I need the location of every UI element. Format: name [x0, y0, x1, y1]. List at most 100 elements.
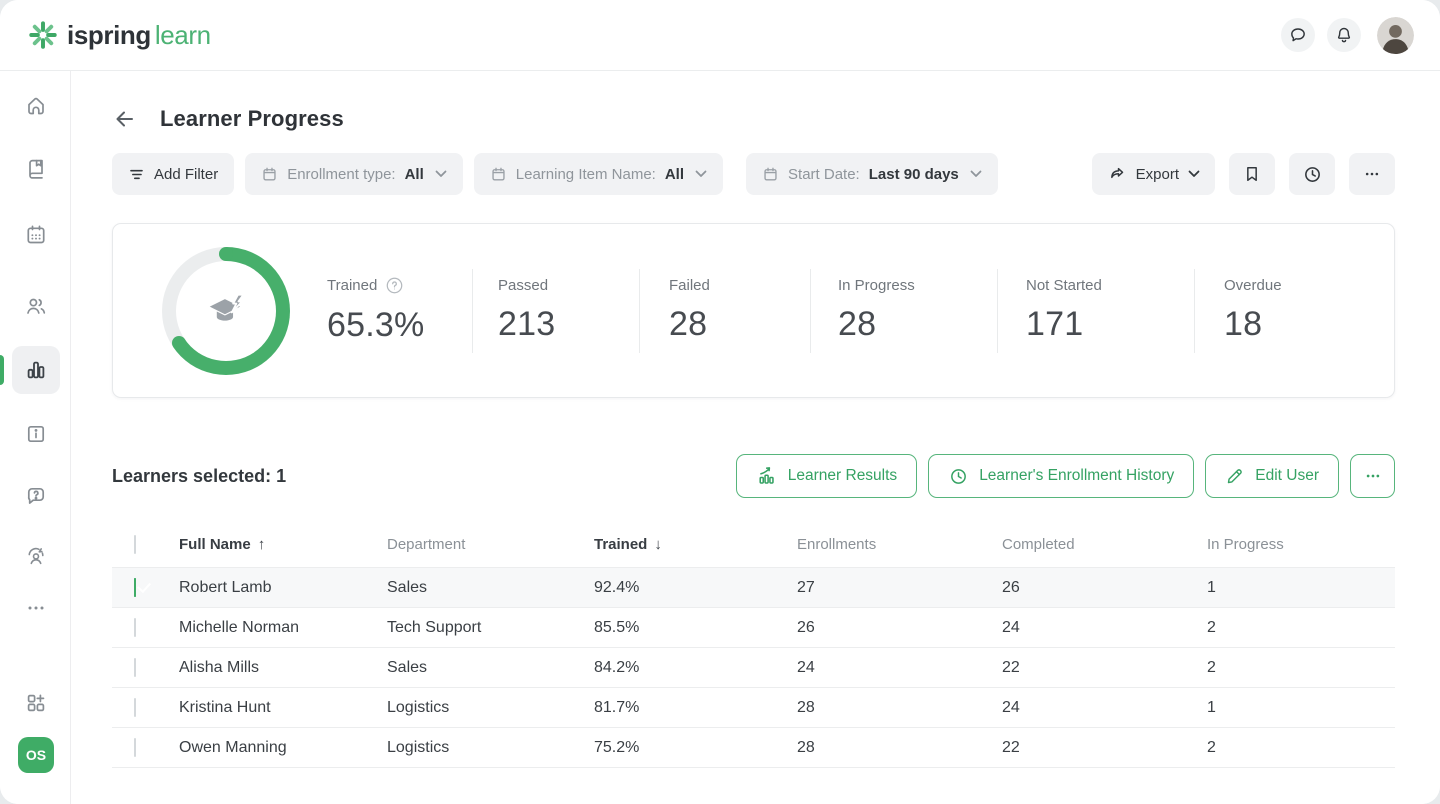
table-row[interactable]: Kristina Hunt Logistics 81.7% 28 24 1: [112, 688, 1395, 728]
user-avatar[interactable]: [1377, 16, 1414, 54]
users-icon: [24, 294, 48, 318]
chevron-down-icon: [695, 170, 707, 178]
bookmark-button[interactable]: [1229, 153, 1275, 195]
selection-more-button[interactable]: [1350, 454, 1395, 498]
column-enrollments[interactable]: Enrollments: [797, 536, 877, 553]
table-body: Robert Lamb Sales 92.4% 27 26 1 Michelle…: [112, 568, 1395, 768]
sidebar-item-support[interactable]: [12, 532, 60, 580]
apps-plus-icon: [24, 691, 48, 715]
more-actions-button[interactable]: [1349, 153, 1395, 195]
add-filter-button[interactable]: Add Filter: [112, 153, 235, 195]
topbar: ispring learn: [0, 0, 1440, 71]
filter-bar: Add Filter Enrollment type: All Learning…: [112, 153, 1395, 195]
sidebar-item-users[interactable]: [12, 282, 60, 330]
cell-department: Logistics: [387, 698, 450, 716]
column-full-name[interactable]: Full Name ↑: [179, 536, 266, 553]
row-checkbox[interactable]: [134, 657, 136, 677]
row-checkbox[interactable]: [134, 697, 136, 717]
home-icon: [24, 94, 48, 118]
table-row[interactable]: Owen Manning Logistics 75.2% 28 22 2: [112, 728, 1395, 768]
cell-department: Sales: [387, 578, 428, 596]
cell-in-progress: 1: [1207, 698, 1216, 716]
bell-icon: [1334, 25, 1354, 45]
sidebar-item-reports[interactable]: [12, 346, 60, 394]
page-title: Learner Progress: [160, 106, 344, 131]
enrollment-history-button[interactable]: Learner's Enrollment History: [928, 454, 1195, 498]
cell-full-name: Owen Manning: [179, 738, 287, 756]
row-checkbox[interactable]: [134, 737, 136, 757]
clock-icon: [948, 466, 969, 487]
export-button[interactable]: Export: [1091, 153, 1215, 195]
results-chart-icon: [756, 465, 778, 487]
sidebar-item-help[interactable]: [12, 472, 60, 520]
row-checkbox[interactable]: [134, 617, 136, 637]
donut-cap-end: [172, 336, 187, 351]
calendar-icon: [24, 223, 48, 247]
cell-full-name: Alisha Mills: [179, 658, 260, 676]
ellipsis-icon: [1364, 467, 1382, 485]
column-in-progress[interactable]: In Progress: [1207, 536, 1284, 553]
cell-trained: 85.5%: [594, 618, 640, 636]
edit-user-button[interactable]: Edit User: [1205, 454, 1339, 498]
cell-enrollments: 28: [797, 738, 815, 756]
stat-trained: Trained 65.3%: [327, 276, 425, 344]
learning-item-filter[interactable]: Learning Item Name: All: [473, 153, 724, 195]
calendar-small-icon: [490, 166, 507, 183]
notifications-button[interactable]: [1327, 18, 1361, 52]
chevron-down-icon: [435, 170, 447, 178]
table-row[interactable]: Michelle Norman Tech Support 85.5% 26 24…: [112, 608, 1395, 648]
bookmark-icon: [1242, 164, 1262, 184]
calendar-small-icon: [762, 166, 779, 183]
sort-desc-icon: ↓: [654, 536, 662, 553]
summary-stats: Trained 65.3% Passed 213 Failed 28: [327, 268, 1366, 353]
learners-selected-label: Learners selected: 1: [112, 465, 287, 486]
column-trained[interactable]: Trained ↓: [594, 536, 662, 553]
cell-full-name: Robert Lamb: [179, 578, 272, 596]
cell-enrollments: 28: [797, 698, 815, 716]
table-header: Full Name ↑ Department Trained ↓ Enrollmen…: [112, 522, 1395, 568]
ispring-logo[interactable]: ispring learn: [28, 20, 211, 51]
cell-department: Sales: [387, 658, 428, 676]
active-nav-indicator: [0, 355, 4, 385]
sidebar-item-calendar[interactable]: [12, 211, 60, 259]
sidebar-item-info-kiosk[interactable]: [12, 410, 60, 458]
start-date-filter[interactable]: Start Date: Last 90 days: [746, 153, 998, 195]
sort-asc-icon: ↑: [257, 536, 266, 553]
table-row[interactable]: Alisha Mills Sales 84.2% 24 22 2: [112, 648, 1395, 688]
cell-full-name: Kristina Hunt: [179, 698, 271, 716]
cell-completed: 22: [1002, 738, 1020, 756]
learners-table: Full Name ↑ Department Trained ↓ Enrollmen…: [112, 522, 1395, 768]
selection-bar: Learners selected: 1 Learner Results Lea…: [112, 454, 1395, 498]
cell-in-progress: 1: [1207, 578, 1216, 596]
row-checkbox[interactable]: [134, 577, 136, 597]
cell-completed: 24: [1002, 698, 1020, 716]
help-icon[interactable]: [385, 276, 404, 295]
history-button[interactable]: [1289, 153, 1335, 195]
sidebar-item-courses[interactable]: [12, 145, 60, 193]
sidebar-item-apps[interactable]: [12, 679, 60, 727]
history-clock-icon: [1302, 164, 1323, 185]
chevron-down-icon: [1188, 170, 1200, 178]
stat-divider: [997, 268, 998, 353]
cell-enrollments: 27: [797, 578, 815, 596]
column-completed[interactable]: Completed: [1002, 536, 1075, 553]
stat-divider: [472, 268, 473, 353]
sidebar-item-more[interactable]: [12, 584, 60, 632]
select-all-checkbox[interactable]: [134, 535, 136, 554]
chat-button[interactable]: [1281, 18, 1315, 52]
learner-results-button[interactable]: Learner Results: [735, 454, 918, 498]
stat-divider: [1194, 268, 1195, 353]
cell-department: Tech Support: [387, 618, 482, 636]
main-content: Learner Progress Add Filter Enrollment t…: [71, 71, 1440, 804]
workspace-badge[interactable]: OS: [18, 737, 54, 773]
column-department[interactable]: Department: [387, 536, 466, 553]
back-button[interactable]: [112, 106, 138, 132]
cell-completed: 26: [1002, 578, 1020, 596]
cell-in-progress: 2: [1207, 618, 1216, 636]
enrollment-type-filter[interactable]: Enrollment type: All: [245, 153, 463, 195]
cell-enrollments: 24: [797, 658, 815, 676]
cell-completed: 22: [1002, 658, 1020, 676]
summary-card: Trained 65.3% Passed 213 Failed 28: [112, 223, 1395, 398]
sidebar-item-home[interactable]: [12, 82, 60, 130]
table-row[interactable]: Robert Lamb Sales 92.4% 27 26 1: [112, 568, 1395, 608]
